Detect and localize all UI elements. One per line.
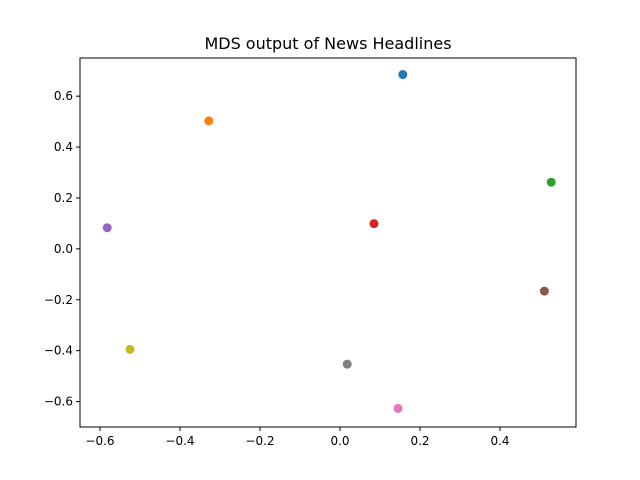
data-point-9 [125,344,135,354]
chart-title: MDS output of News Headlines [204,34,451,53]
data-point-5 [102,223,112,233]
y-tick-label: −0.4 [44,344,73,358]
x-tick-label: −0.6 [85,434,114,448]
data-point-1 [398,70,408,80]
x-tick-label: −0.4 [165,434,194,448]
y-tick-label: 0.6 [54,89,73,103]
y-tick-label: 0.2 [54,191,73,205]
plot-frame [79,57,577,428]
data-point-3 [546,177,556,187]
x-tick-label: 0.0 [330,434,349,448]
y-axis: −0.6 −0.4 −0.2 0.0 0.2 0.4 0.6 [44,89,80,409]
x-tick-label: −0.2 [245,434,274,448]
data-point-2 [204,116,214,126]
y-tick-label: −0.2 [44,293,73,307]
y-tick-label: −0.6 [44,395,73,409]
x-axis: −0.6 −0.4 −0.2 0.0 0.2 0.4 [85,427,510,448]
y-tick-label: 0.0 [54,242,73,256]
data-point-4 [369,219,379,229]
x-tick-label: 0.4 [490,434,509,448]
data-point-7 [393,403,403,413]
data-point-8 [342,359,352,369]
x-tick-label: 0.2 [410,434,429,448]
data-point-6 [539,286,549,296]
y-tick-label: 0.4 [54,140,73,154]
data-points [102,70,556,413]
